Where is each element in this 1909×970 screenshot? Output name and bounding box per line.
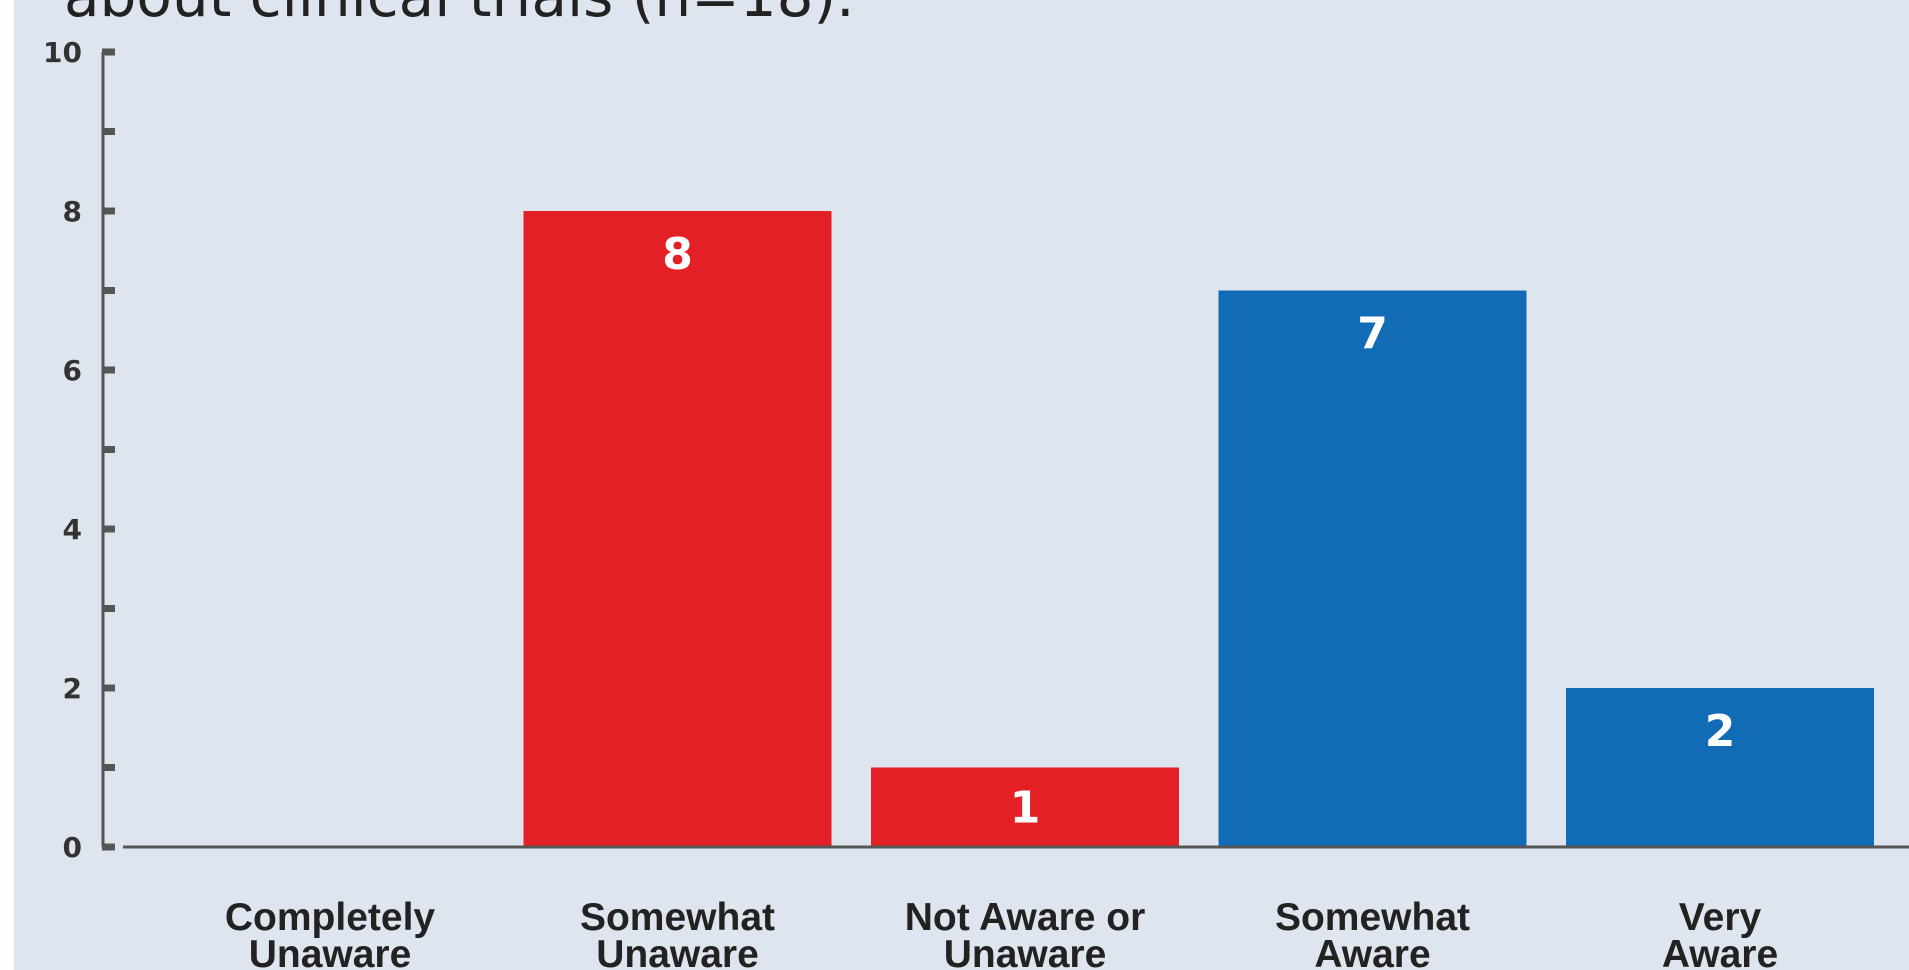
y-tick-label-0: 0 xyxy=(63,831,82,864)
x-category-label-1-line-1: Completely xyxy=(225,896,436,939)
y-tick-label-6: 6 xyxy=(63,354,82,387)
bar-value-label-4: 7 xyxy=(1357,309,1388,360)
bar-3 xyxy=(871,767,1179,847)
x-category-label-5-line-1: Very xyxy=(1679,896,1762,939)
bar-value-label-5: 2 xyxy=(1705,706,1736,757)
y-tick-label-8: 8 xyxy=(63,195,82,228)
y-tick-label-10: 10 xyxy=(43,36,82,69)
x-category-label-2-line-1: Somewhat xyxy=(580,896,775,939)
bar-5 xyxy=(1566,688,1874,847)
y-tick-label-4: 4 xyxy=(63,513,82,546)
bar-2 xyxy=(523,211,832,847)
bar-chart: 81720246810CompletelyUnawareSomewhatUnaw… xyxy=(43,36,1909,970)
x-category-label-3-line-2: Unaware xyxy=(944,933,1107,970)
chart-title: about clinical trials (n=18). xyxy=(64,0,855,30)
x-category-label-4-line-2: Aware xyxy=(1314,933,1430,970)
x-category-label-1-line-2: Unaware xyxy=(249,933,412,970)
y-tick-label-2: 2 xyxy=(63,672,82,705)
bar-value-label-3: 1 xyxy=(1010,782,1041,833)
x-category-label-5-line-2: Aware xyxy=(1662,933,1778,970)
x-category-label-2-line-2: Unaware xyxy=(596,933,759,970)
bar-value-label-2: 8 xyxy=(662,229,693,280)
chart-panel: about clinical trials (n=18). 8 1 7 2 0 2 4 6 8 1… xyxy=(14,0,1909,970)
bar-4 xyxy=(1218,290,1527,847)
x-category-label-4-line-1: Somewhat xyxy=(1275,896,1470,939)
x-category-label-3-line-1: Not Aware or xyxy=(905,896,1146,939)
